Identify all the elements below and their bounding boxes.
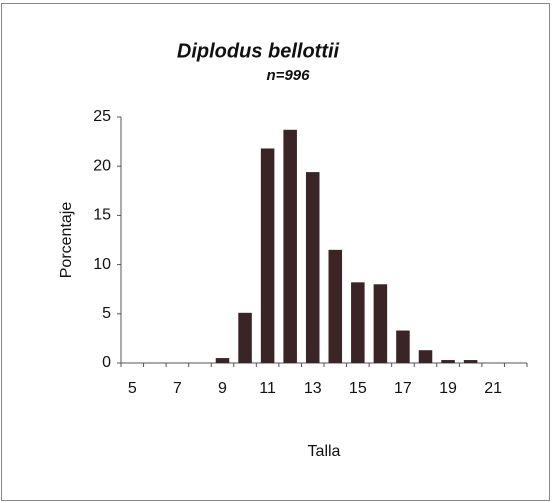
bar <box>418 350 433 363</box>
bar <box>328 249 343 363</box>
y-tick-label: 5 <box>102 305 111 322</box>
x-tick-label: 5 <box>128 380 137 397</box>
bar <box>396 330 410 363</box>
x-axis-label: Talla <box>308 443 341 460</box>
x-tick-label: 11 <box>259 380 276 397</box>
bar <box>441 360 455 363</box>
x-tick-label: 17 <box>394 380 412 397</box>
y-tick-label: 25 <box>93 108 111 125</box>
chart-subtitle: n=996 <box>267 67 311 84</box>
y-tick-label: 0 <box>102 354 111 371</box>
y-tick-label: 15 <box>93 207 111 224</box>
bar <box>351 282 365 363</box>
bar <box>283 129 297 363</box>
bar <box>373 284 388 363</box>
chart-frame <box>1 3 550 501</box>
y-tick-label: 10 <box>93 256 111 273</box>
bar <box>305 172 320 363</box>
x-tick-label: 9 <box>218 380 227 397</box>
bar <box>215 358 230 363</box>
bar <box>260 148 275 363</box>
x-tick-label: 13 <box>304 380 322 397</box>
y-axis-label: Porcentaje <box>58 202 75 279</box>
bar <box>238 312 252 363</box>
x-tick-label: 15 <box>349 380 367 397</box>
y-tick-label: 20 <box>93 157 111 174</box>
bar <box>463 360 478 363</box>
chart-title: Diplodus bellottii <box>177 40 340 62</box>
x-tick-label: 21 <box>484 380 502 397</box>
x-tick-label: 19 <box>439 380 457 397</box>
x-tick-label: 7 <box>173 380 182 397</box>
